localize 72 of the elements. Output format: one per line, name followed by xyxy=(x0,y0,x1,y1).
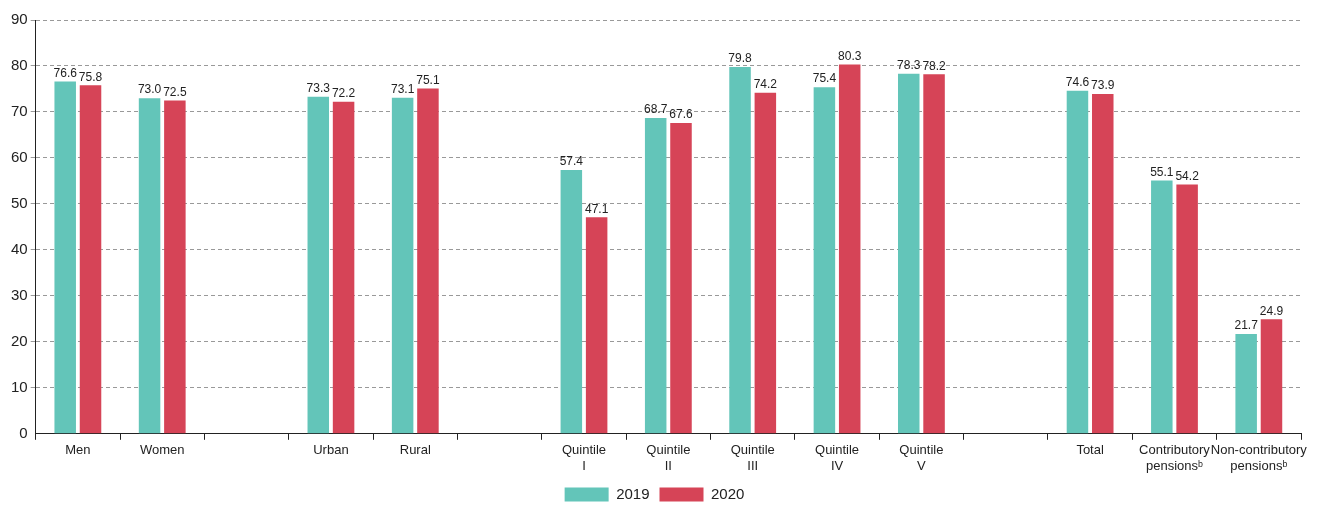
y-tick-label: 70 xyxy=(11,102,28,120)
legend-label: 2020 xyxy=(711,484,745,502)
bar xyxy=(585,217,608,434)
data-label: 73.3 xyxy=(306,81,331,96)
bar xyxy=(923,74,945,434)
x-tick-label: Quintile IV xyxy=(815,442,860,473)
x-tick-label: Women xyxy=(139,442,185,458)
bar xyxy=(670,122,692,434)
bar xyxy=(644,117,667,434)
y-tick-label: 30 xyxy=(11,286,28,304)
x-tick-label: Quintile I xyxy=(561,442,607,473)
data-label: 73.9 xyxy=(1091,78,1115,93)
data-label: 54.2 xyxy=(1175,168,1200,183)
x-tick-label: Urban xyxy=(313,442,349,458)
data-label: 78.3 xyxy=(897,58,921,73)
data-label: 79.8 xyxy=(728,51,753,66)
bar xyxy=(813,87,836,434)
y-tick-label: 80 xyxy=(11,56,28,74)
y-tick-label: 10 xyxy=(11,377,28,395)
data-label: 57.4 xyxy=(559,154,584,169)
bar xyxy=(307,96,330,434)
x-tick-label: Quintile V xyxy=(899,442,944,473)
bar xyxy=(138,98,161,434)
data-label: 21.7 xyxy=(1234,318,1259,333)
bar xyxy=(1092,94,1114,434)
bar xyxy=(898,73,920,434)
y-tick-label: 0 xyxy=(19,423,28,441)
x-tick-label: Quintile III xyxy=(730,442,775,473)
data-label: 73.0 xyxy=(137,82,162,97)
data-label: 75.1 xyxy=(416,72,440,87)
bar xyxy=(1235,334,1257,434)
x-tick-label: Contributory pensionsᵇ xyxy=(1139,442,1211,473)
data-label: 78.2 xyxy=(922,58,947,73)
bar xyxy=(1066,90,1089,434)
bar xyxy=(729,66,751,434)
y-tick-label: 90 xyxy=(11,10,28,28)
legend-label: 2019 xyxy=(616,484,650,502)
bar xyxy=(754,92,777,434)
x-tick-label: Quintile II xyxy=(646,442,691,473)
data-label: 80.3 xyxy=(838,48,862,63)
data-label: 67.6 xyxy=(669,107,693,122)
y-tick-label: 20 xyxy=(11,331,28,349)
data-label: 55.1 xyxy=(1150,164,1174,179)
x-tick-label: Men xyxy=(65,442,91,458)
bar xyxy=(332,101,355,434)
data-label: 47.1 xyxy=(584,201,609,216)
data-label: 73.1 xyxy=(390,82,415,97)
bar xyxy=(838,64,861,434)
bar xyxy=(1151,180,1173,434)
bar xyxy=(1176,184,1198,434)
bar xyxy=(79,85,102,434)
bar xyxy=(1260,319,1283,434)
y-tick-label: 40 xyxy=(11,240,28,258)
bar xyxy=(54,81,76,434)
data-label: 75.8 xyxy=(78,69,103,84)
x-tick-label: Non-contributory pensionsᵇ xyxy=(1210,442,1308,473)
data-label: 72.5 xyxy=(163,84,187,99)
y-tick-label: 50 xyxy=(11,194,28,212)
bar xyxy=(417,88,439,434)
x-tick-label: Total xyxy=(1076,442,1104,458)
data-label: 74.6 xyxy=(1065,75,1090,90)
data-label: 24.9 xyxy=(1259,303,1284,318)
bar xyxy=(391,97,414,434)
x-tick-label: Rural xyxy=(399,442,431,458)
data-label: 76.6 xyxy=(53,65,78,80)
bar xyxy=(164,100,186,434)
y-tick-label: 60 xyxy=(11,148,28,166)
data-label: 74.2 xyxy=(753,76,778,91)
bar xyxy=(560,169,583,434)
data-label: 75.4 xyxy=(812,71,837,86)
data-label: 68.7 xyxy=(644,102,668,117)
data-label: 72.2 xyxy=(331,86,356,101)
